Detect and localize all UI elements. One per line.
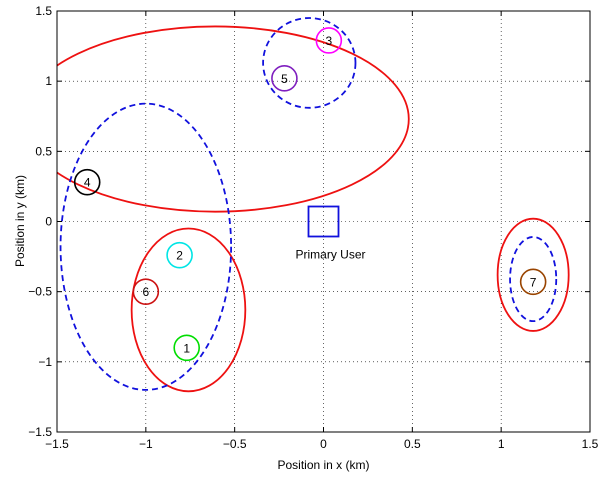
x-tick-label: 0.5 (404, 437, 421, 451)
x-tick-label: −0.5 (223, 437, 247, 451)
x-tick-label: 1.5 (582, 437, 599, 451)
dashed-coverage-ellipse-4 (59, 102, 233, 391)
node-marker-1 (173, 334, 200, 362)
y-tick-label: 1 (45, 74, 52, 88)
node-marker-2 (166, 241, 193, 269)
primary-user-label: Primary User (295, 248, 365, 262)
node-label-2: 2 (176, 249, 183, 263)
primary-user-marker (307, 205, 340, 238)
x-axis-label: Position in x (km) (277, 458, 369, 472)
node-marker-5 (271, 65, 298, 92)
node-label-4: 4 (84, 176, 91, 190)
y-axis-label: Position in y (km) (13, 175, 27, 267)
y-tick-label: 0 (45, 215, 52, 229)
y-tick-label: −1.5 (28, 425, 52, 439)
cluster-ellipse-3 (496, 217, 570, 332)
y-tick-label: −0.5 (28, 285, 52, 299)
node-marker-3 (315, 27, 343, 54)
y-tick-label: 1.5 (35, 4, 52, 18)
node-labels: 1 2 3 4 5 6 7 (84, 34, 537, 355)
x-tick-label: −1.5 (45, 437, 69, 451)
x-tick-label: −1 (139, 437, 153, 451)
y-tick-label: 0.5 (35, 144, 52, 158)
node-label-7: 7 (530, 275, 537, 289)
plot-background (57, 11, 590, 432)
dashed-coverage-ellipse-6 (509, 236, 558, 323)
node-label-6: 6 (142, 285, 149, 299)
node-marker-6 (132, 278, 160, 305)
ticks: −1.5 −1 −0.5 0 0.5 1 1.5 −1.5 −1 −0.5 0 0.5 1 1.5 (28, 4, 598, 451)
x-tick-label: 1 (498, 437, 505, 451)
cluster-ellipse-1 (57, 25, 410, 213)
data-layer (57, 17, 570, 393)
cluster-ellipse-2 (130, 227, 247, 393)
node-marker-7 (519, 268, 547, 296)
x-tick-label: 0 (320, 437, 327, 451)
grid (57, 11, 590, 432)
node-label-1: 1 (183, 341, 190, 355)
node-label-3: 3 (325, 34, 332, 48)
dashed-coverage-ellipse-5 (262, 17, 357, 109)
node-marker-4 (73, 168, 101, 196)
node-label-5: 5 (281, 72, 288, 86)
y-tick-label: −1 (38, 355, 52, 369)
